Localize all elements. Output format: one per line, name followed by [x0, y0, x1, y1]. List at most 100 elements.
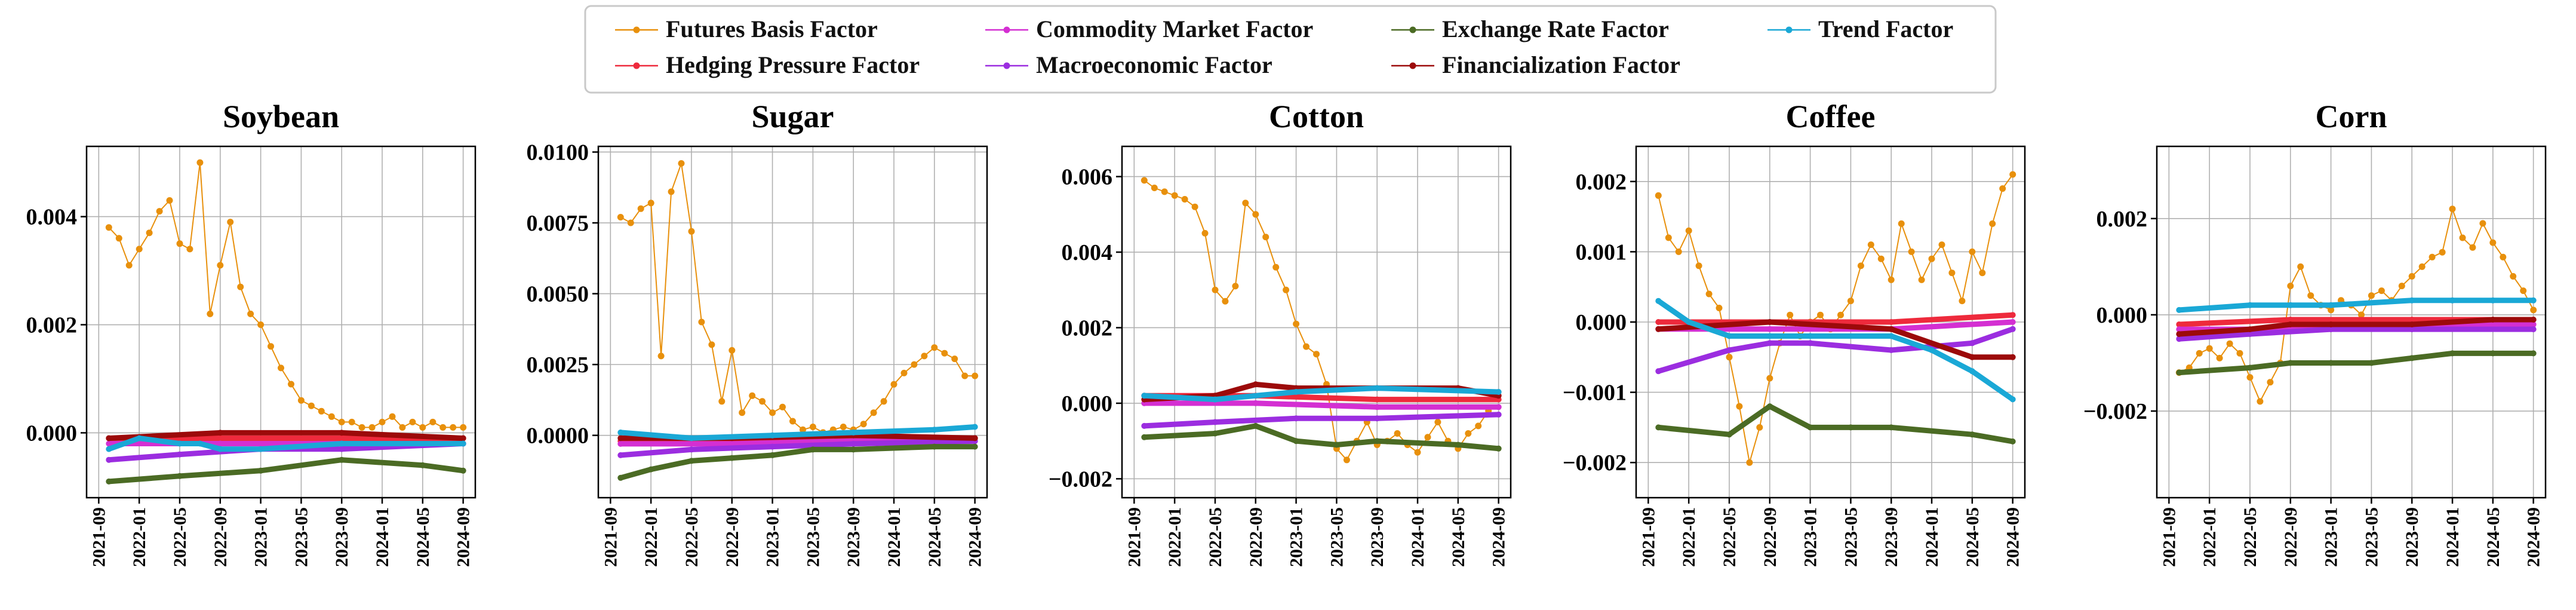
data-point-futures-basis-factor	[668, 188, 675, 195]
data-point-futures-basis-factor	[1171, 192, 1178, 199]
series-line-exchange-rate-factor	[2176, 350, 2537, 376]
legend-label: Financialization Factor	[1442, 51, 1680, 78]
data-point-futures-basis-factor	[348, 418, 355, 425]
data-point-futures-basis-factor	[379, 418, 386, 425]
data-point-macroeconomic-factor	[1888, 347, 1895, 353]
data-point-macroeconomic-factor	[688, 446, 694, 453]
data-point-futures-basis-factor	[419, 424, 426, 431]
series-line-hedging-pressure-factor	[1655, 312, 2016, 325]
x-tick-label: 2023-09	[844, 507, 863, 567]
data-point-futures-basis-factor	[2368, 292, 2375, 299]
data-point-futures-basis-factor	[779, 403, 786, 410]
chart-panels: 0.000 0.002 0.004 2021-09 2022-01 2022-05 2022…	[26, 99, 2547, 567]
legend-label: Hedging Pressure Factor	[666, 51, 920, 78]
data-point-trend-factor	[136, 435, 143, 442]
data-point-trend-factor	[688, 435, 694, 442]
data-point-macroeconomic-factor	[106, 456, 112, 463]
data-point-futures-basis-factor	[951, 355, 958, 363]
data-point-exchange-rate-factor	[1333, 442, 1340, 448]
x-tick-label: 2022-01	[2200, 507, 2220, 567]
data-point-futures-basis-factor	[1928, 255, 1935, 262]
x-tick-label: 2023-01	[2322, 507, 2341, 567]
data-point-futures-basis-factor	[1394, 430, 1401, 437]
data-point-futures-basis-factor	[1475, 422, 1482, 430]
legend-label: Exchange Rate Factor	[1442, 16, 1669, 42]
data-point-futures-basis-factor	[2429, 253, 2436, 260]
data-point-financialization-factor	[2247, 326, 2253, 333]
data-point-futures-basis-factor	[1857, 262, 1864, 269]
data-point-trend-factor	[2247, 302, 2253, 308]
data-point-hedging-pressure-factor	[1374, 396, 1381, 403]
data-point-futures-basis-factor	[1979, 269, 1986, 277]
data-point-futures-basis-factor	[1746, 459, 1753, 466]
x-tick-label: 2022-01	[1165, 507, 1185, 567]
data-point-futures-basis-factor	[136, 246, 143, 253]
data-point-exchange-rate-factor	[617, 474, 624, 481]
series-line-macroeconomic-factor	[1141, 412, 1502, 429]
data-point-macroeconomic-factor	[2530, 326, 2537, 333]
x-tick-label: 2022-09	[1760, 507, 1780, 567]
data-point-futures-basis-factor	[268, 343, 274, 350]
data-point-financialization-factor	[2530, 317, 2537, 323]
data-point-futures-basis-factor	[1293, 320, 1300, 327]
data-point-futures-basis-factor	[1918, 276, 1925, 283]
data-point-macroeconomic-factor	[2328, 326, 2334, 333]
data-point-futures-basis-factor	[125, 262, 133, 269]
data-point-exchange-rate-factor	[1495, 445, 1502, 452]
legend-entry-hedging-pressure-factor: Hedging Pressure Factor	[615, 51, 920, 78]
x-tick-label: 2023-01	[763, 507, 783, 567]
series-line-exchange-rate-factor	[1141, 423, 1502, 452]
data-point-hedging-pressure-factor	[339, 435, 345, 442]
x-tick-label: 2023-05	[803, 507, 823, 567]
panel-corn: −0.002 0.000 0.002 2021-09 2022-01 2022-05 202…	[2083, 99, 2547, 567]
data-point-financialization-factor	[1888, 326, 1895, 332]
data-point-futures-basis-factor	[278, 364, 284, 372]
data-point-trend-factor	[339, 440, 345, 447]
data-point-commodity-market-factor	[1766, 326, 1773, 332]
y-tick-label: 0.0050	[527, 282, 589, 307]
x-tick-label: 2021-09	[2159, 507, 2179, 567]
data-point-exchange-rate-factor	[1374, 438, 1381, 445]
data-point-commodity-market-factor	[106, 440, 112, 447]
data-point-futures-basis-factor	[399, 424, 406, 431]
data-point-futures-basis-factor	[1434, 419, 1441, 425]
data-point-hedging-pressure-factor	[2287, 317, 2294, 323]
legend-label: Trend Factor	[1818, 16, 1953, 42]
data-point-futures-basis-factor	[429, 418, 436, 425]
panel-title: Soybean	[223, 99, 339, 134]
series-line-futures-basis-factor	[620, 163, 976, 433]
x-tick-label: 2021-09	[1639, 507, 1658, 567]
data-point-commodity-market-factor	[2530, 321, 2537, 327]
data-point-commodity-market-factor	[617, 440, 624, 447]
data-point-futures-basis-factor	[1989, 220, 1996, 227]
data-point-futures-basis-factor	[1465, 430, 1472, 437]
data-point-trend-factor	[850, 429, 857, 436]
data-point-futures-basis-factor	[789, 418, 796, 425]
data-point-commodity-market-factor	[728, 440, 735, 447]
data-point-futures-basis-factor	[2267, 379, 2274, 386]
data-point-trend-factor	[1212, 396, 1218, 403]
data-point-futures-basis-factor	[2489, 239, 2497, 246]
data-point-macroeconomic-factor	[177, 451, 183, 458]
data-point-futures-basis-factor	[1283, 286, 1290, 293]
data-point-trend-factor	[1888, 333, 1895, 339]
data-point-futures-basis-factor	[1705, 290, 1713, 298]
axes-frame	[2156, 145, 2547, 499]
data-point-futures-basis-factor	[1313, 351, 1320, 358]
data-point-futures-basis-factor	[678, 160, 685, 167]
data-point-futures-basis-factor	[1908, 248, 1915, 255]
panel-title: Sugar	[751, 99, 834, 134]
data-point-trend-factor	[2176, 306, 2182, 313]
x-tick-label: 2022-09	[723, 507, 742, 567]
data-point-trend-factor	[2287, 302, 2294, 308]
data-point-financialization-factor	[339, 430, 345, 436]
data-point-futures-basis-factor	[1817, 311, 1824, 318]
data-point-financialization-factor	[106, 435, 112, 442]
data-point-hedging-pressure-factor	[1888, 319, 1895, 325]
data-point-macroeconomic-factor	[1807, 340, 1813, 347]
data-point-futures-basis-factor	[308, 402, 315, 409]
data-point-futures-basis-factor	[1716, 305, 1723, 311]
axes-frame	[597, 145, 988, 499]
x-tick-label: 2022-09	[1246, 507, 1266, 567]
